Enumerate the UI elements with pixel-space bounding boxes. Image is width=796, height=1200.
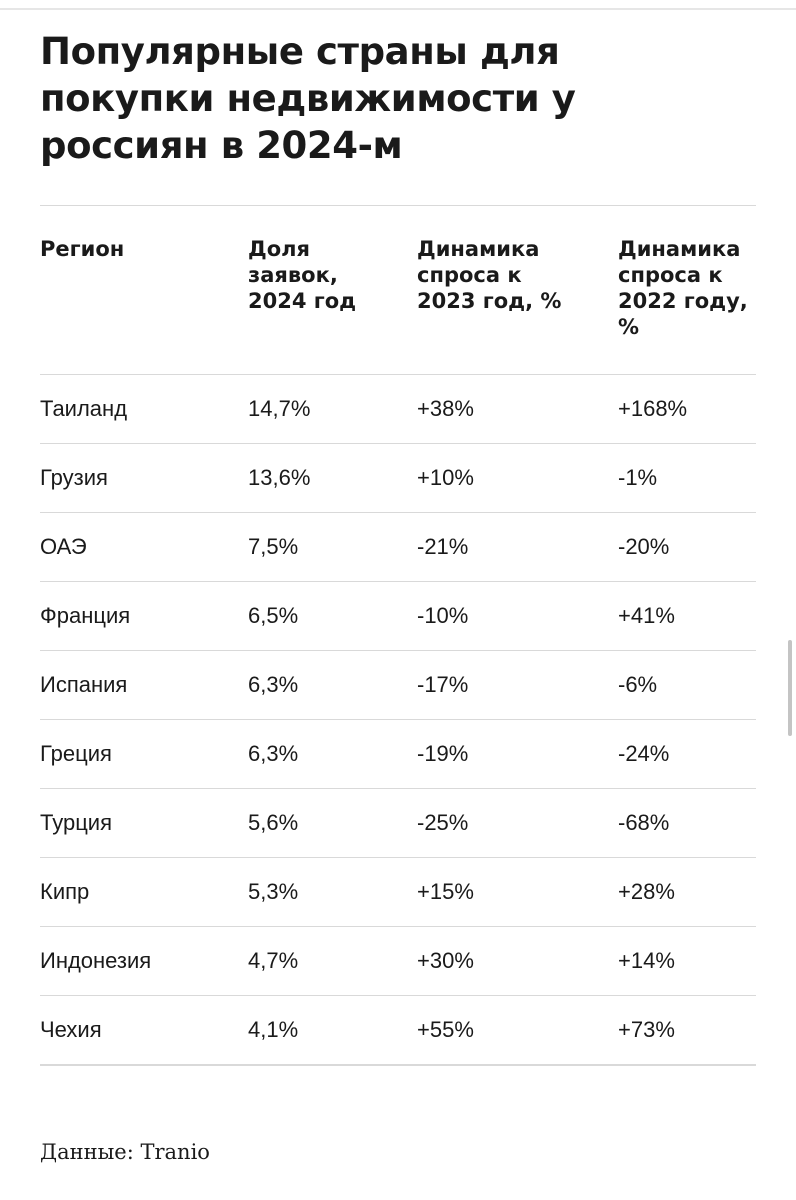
table-row: Индонезия 4,7% +30% +14% (40, 927, 756, 996)
cell-change-2023: -21% (417, 534, 469, 559)
cell-change-2022: +28% (618, 879, 675, 904)
table-row: Кипр 5,3% +15% +28% (40, 858, 756, 927)
cell-change-2023: +10% (417, 465, 474, 490)
countries-table: Регион Доля заявок, 2024 год Динамика сп… (40, 205, 756, 1066)
table-row: Греция 6,3% -19% -24% (40, 720, 756, 789)
table-row: Испания 6,3% -17% -6% (40, 651, 756, 720)
cell-region: Чехия (40, 1017, 102, 1042)
header-region: Регион (40, 237, 125, 261)
table-row: Чехия 4,1% +55% +73% (40, 996, 756, 1066)
cell-share: 5,3% (248, 879, 299, 904)
cell-region: Испания (40, 672, 128, 697)
cell-region: ОАЭ (40, 534, 87, 559)
cell-share: 14,7% (248, 396, 311, 421)
cell-region: Таиланд (40, 396, 128, 421)
cell-change-2023: -10% (417, 603, 469, 628)
table-row: Франция 6,5% -10% +41% (40, 582, 756, 651)
source-note: Данные: Tranio (40, 1140, 210, 1164)
cell-share: 6,3% (248, 672, 299, 697)
header-share-2024: Доля заявок, 2024 год (248, 237, 357, 313)
cell-share: 6,3% (248, 741, 299, 766)
cell-region: Франция (40, 603, 131, 628)
table-row: ОАЭ 7,5% -21% -20% (40, 513, 756, 582)
cell-share: 5,6% (248, 810, 299, 835)
header-change-vs-2023: Динамика спроса к 2023 год, % (417, 237, 562, 313)
top-divider (0, 8, 796, 10)
cell-change-2022: +14% (618, 948, 675, 973)
cell-change-2023: +55% (417, 1017, 474, 1042)
cell-change-2022: +73% (618, 1017, 675, 1042)
cell-change-2022: +168% (618, 396, 688, 421)
cell-region: Кипр (40, 879, 90, 904)
cell-change-2023: -19% (417, 741, 469, 766)
cell-change-2023: -17% (417, 672, 469, 697)
cell-share: 6,5% (248, 603, 299, 628)
cell-change-2023: +15% (417, 879, 474, 904)
cell-change-2022: -24% (618, 741, 670, 766)
cell-change-2022: -1% (618, 465, 658, 490)
cell-change-2023: +30% (417, 948, 474, 973)
cell-region: Индонезия (40, 948, 152, 973)
table-row: Турция 5,6% -25% -68% (40, 789, 756, 858)
cell-share: 4,7% (248, 948, 299, 973)
cell-region: Грузия (40, 465, 108, 490)
cell-change-2023: +38% (417, 396, 474, 421)
cell-change-2022: -20% (618, 534, 670, 559)
table-row: Таиланд 14,7% +38% +168% (40, 375, 756, 444)
cell-region: Турция (40, 810, 112, 835)
cell-change-2023: -25% (417, 810, 469, 835)
table-header-row: Регион Доля заявок, 2024 год Динамика сп… (40, 206, 756, 375)
cell-change-2022: -6% (618, 672, 658, 697)
cell-share: 13,6% (248, 465, 311, 490)
cell-change-2022: +41% (618, 603, 675, 628)
header-change-vs-2022: Динамика спроса к 2022 году, % (618, 237, 748, 339)
page-title: Популярные страны для покупки недвижимос… (40, 30, 576, 167)
cell-region: Греция (40, 741, 112, 766)
cell-change-2022: -68% (618, 810, 670, 835)
cell-share: 4,1% (248, 1017, 299, 1042)
scrollbar-thumb[interactable] (788, 640, 792, 736)
table-row: Грузия 13,6% +10% -1% (40, 444, 756, 513)
cell-share: 7,5% (248, 534, 299, 559)
